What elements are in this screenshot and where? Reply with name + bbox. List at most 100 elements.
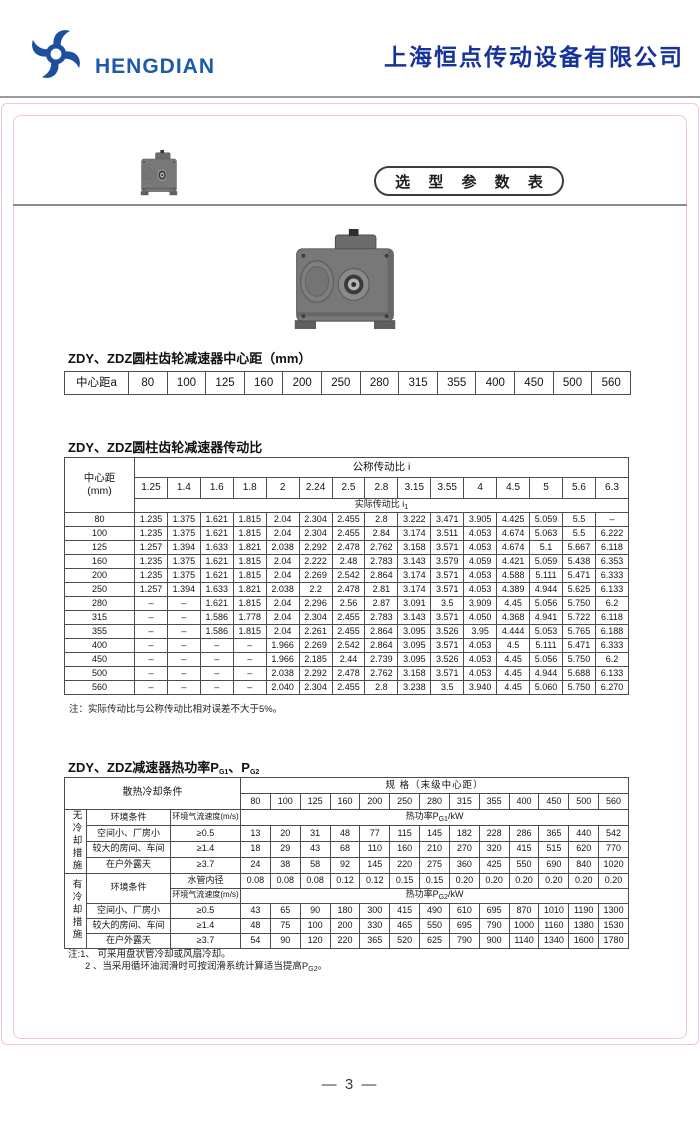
thermal-power-value: 770: [598, 840, 629, 858]
actual-ratio-value: 5.5: [561, 512, 596, 527]
actual-ratio-value: 4.053: [463, 582, 498, 597]
nominal-ratio-header: 2: [265, 477, 300, 499]
thermal-power-value: 90: [269, 932, 301, 949]
spec-size-header: 450: [538, 793, 570, 810]
actual-ratio-value: 5.111: [529, 568, 563, 583]
actual-ratio-value: 5.438: [561, 554, 596, 569]
actual-ratio-value: 3.940: [463, 680, 498, 695]
spec-size-header: 560: [598, 793, 629, 810]
actual-ratio-value: 2.455: [331, 610, 366, 625]
center-distance-rowhead: 100: [64, 526, 135, 541]
nominal-ratio-header: 3.15: [397, 477, 432, 499]
actual-ratio-value: –: [199, 680, 234, 695]
actual-ratio-value: 2.304: [298, 512, 333, 527]
actual-ratio-value: 3.091: [397, 596, 432, 611]
actual-ratio-value: 4.053: [463, 526, 498, 541]
thermal-power-value: 38: [269, 856, 301, 874]
thermal-power-value: 90: [299, 902, 331, 919]
nominal-ratio-header: 1.6: [199, 477, 234, 499]
actual-ratio-value: 1.815: [232, 624, 267, 639]
actual-ratio-value: 3.571: [430, 666, 465, 681]
actual-ratio-value: 2.783: [364, 610, 399, 625]
actual-ratio-value: 1.235: [134, 512, 168, 527]
actual-ratio-value: 5.625: [561, 582, 596, 597]
table-row: 355– –1.586 1.815 2.04 2.261 2.455 2.864 3.095 3…: [64, 624, 630, 639]
actual-ratio-value: 4.059: [463, 554, 498, 569]
thermal-power-value: 490: [419, 902, 450, 919]
actual-ratio-value: 5.750: [561, 652, 596, 667]
table1-title: ZDY、ZDZ圆柱齿轮减速器中心距（mm）: [68, 351, 312, 366]
nominal-ratio-header: 5: [529, 477, 563, 499]
airflow-value: ≥3.7: [169, 856, 242, 874]
center-distance-rowhead: 355: [64, 624, 135, 639]
header-divider: [0, 96, 700, 98]
actual-ratio-value: 2.038: [265, 582, 300, 597]
actual-ratio-value: 1.621: [199, 554, 234, 569]
nominal-ratio-header: 1.4: [166, 477, 201, 499]
thermal-power-value: 210: [419, 840, 450, 858]
actual-ratio-value: 1.586: [199, 610, 234, 625]
actual-ratio-value: –: [134, 596, 168, 611]
actual-ratio-value: 4.368: [496, 610, 531, 625]
thermal-power-value: 24: [240, 856, 271, 874]
table-row: 空间小、厂房小 ≥0.5 43 65 90 180 300 415 490 610 695 870 10…: [65, 902, 629, 919]
spec-size-header: 200: [359, 793, 391, 810]
actual-ratio-value: 5.056: [529, 652, 563, 667]
pipe-diameter-label: 水管内径: [169, 872, 242, 889]
logo-wordmark: HENGDIAN: [95, 55, 216, 78]
actual-ratio-value: 2.762: [364, 666, 399, 681]
actual-ratio-value: 5.1: [529, 540, 563, 555]
thermal-power-value: 300: [359, 902, 391, 919]
power-pg1-header: 热功率PG1/kW: [240, 809, 629, 826]
actual-ratio-value: 4.050: [463, 610, 498, 625]
table-row: 在户外露天 ≥3.7 24 38 58 92 145 220 275 360 425 550 690 84…: [65, 856, 629, 874]
table-row: 1.25 1.4 1.6 1.8 2 2.24 2.5 2.8 3.15 3.55 4 4.5 5 5.6…: [65, 477, 630, 499]
thermal-power-value: 1190: [568, 902, 600, 919]
actual-ratio-value: 4.944: [529, 582, 563, 597]
pipe-diameter-value: 0.20: [568, 872, 600, 889]
center-distance-value: 125: [205, 371, 245, 395]
thermal-power-value: 620: [568, 840, 600, 858]
actual-ratio-value: 1.633: [199, 582, 234, 597]
actual-ratio-value: 3.571: [430, 582, 465, 597]
actual-ratio-value: 3.526: [430, 652, 465, 667]
actual-ratio-value: 2.04: [265, 568, 300, 583]
nominal-ratio-header: 3.55: [430, 477, 465, 499]
actual-ratio-value: 4.053: [463, 638, 498, 653]
corner-line1: 中心距: [83, 472, 116, 485]
thermal-power-value: 58: [299, 856, 331, 874]
actual-ratio-value: –: [199, 666, 234, 681]
thermal-power-value: 440: [568, 824, 600, 842]
actual-ratio-value: 4.674: [496, 540, 531, 555]
thermal-power-value: 110: [359, 840, 391, 858]
actual-ratio-value: –: [166, 666, 201, 681]
actual-ratio-value: 3.471: [430, 512, 465, 527]
table-row: 80 100 125 160 200 250 280 315 355 400 450 500 560: [65, 793, 629, 810]
thermal-power-value: 1020: [598, 856, 629, 874]
table-row: 散热冷却条件 规 格（末级中心距）: [63, 777, 629, 810]
thermal-power-table: 散热冷却条件 规 格（末级中心距） 80 100 125 160 200 250 280 31…: [63, 777, 629, 949]
center-distance-value: 80: [128, 371, 168, 395]
actual-ratio-value: 5.063: [529, 526, 563, 541]
actual-ratio-value: 3.571: [430, 610, 465, 625]
actual-ratio-value: 1.815: [232, 512, 267, 527]
center-distance-value: 355: [436, 371, 477, 395]
actual-ratio-value: 2.455: [331, 680, 366, 695]
actual-ratio-value: –: [199, 652, 234, 667]
hengdian-logo-icon: [32, 30, 80, 78]
actual-ratio-value: –: [232, 666, 267, 681]
actual-ratio-value: 5.667: [561, 540, 596, 555]
actual-ratio-value: –: [134, 652, 168, 667]
actual-ratio-value: 5.053: [529, 624, 563, 639]
actual-ratio-value: 1.633: [199, 540, 234, 555]
actual-ratio-value: 4.45: [496, 680, 531, 695]
corner-line2: (mm): [87, 485, 112, 497]
actual-ratio-value: 3.174: [397, 526, 432, 541]
actual-ratio-value: 6.353: [594, 554, 630, 569]
nominal-ratio-header: 2.8: [364, 477, 399, 499]
actual-ratio-value: 2.8: [364, 512, 399, 527]
spec-size-header: 250: [389, 793, 421, 810]
center-distance-rowhead: 315: [64, 610, 135, 625]
actual-ratio-value: 4.45: [496, 666, 531, 681]
table-row: 500– – – –2.038 2.292 2.478 2.762 3.158 3.571 4.0…: [64, 666, 630, 681]
